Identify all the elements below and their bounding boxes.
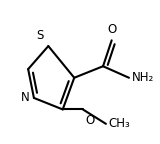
Text: N: N — [21, 91, 30, 104]
Text: O: O — [86, 114, 95, 127]
Text: CH₃: CH₃ — [109, 117, 131, 130]
Text: NH₂: NH₂ — [132, 71, 154, 84]
Text: S: S — [37, 29, 44, 42]
Text: O: O — [107, 23, 116, 36]
